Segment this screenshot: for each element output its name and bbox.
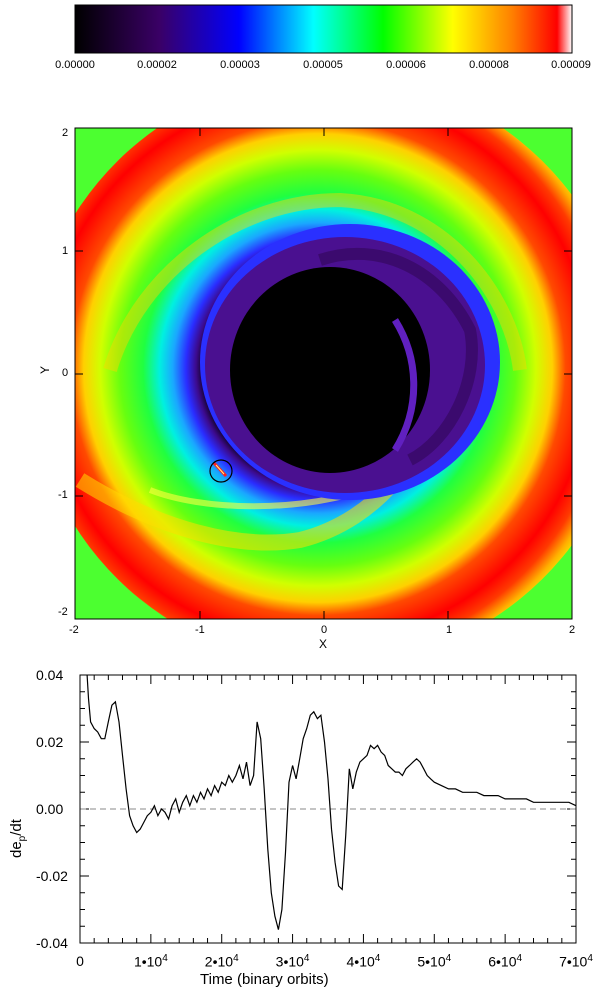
plot-xtick-exponent: 4: [162, 953, 168, 964]
map-ytick-label: -1: [58, 489, 68, 501]
plot-xtick-text: 0: [76, 953, 84, 969]
plot-xtick-text: 3•10: [275, 953, 304, 970]
map-xtick-label: 2: [569, 624, 576, 636]
plot-xtick-label: 1•104: [134, 953, 168, 970]
ylabel-subscript: p: [17, 835, 28, 842]
plot-xtick-exponent: 4: [233, 953, 239, 964]
plot-xtick-text: 1•10: [133, 953, 163, 970]
planet-marker: [209, 459, 233, 483]
map-ticks: [74, 127, 573, 619]
colorbar-tick-label: 0.00003: [220, 59, 260, 71]
colorbar-gradient: [74, 4, 573, 54]
plot-ytick-label: 0.00: [36, 801, 64, 817]
plot-xtick-text: 5•10: [417, 953, 446, 970]
density-field: [75, 128, 572, 619]
map-y-axis-label: Y: [38, 365, 52, 374]
map-ytick-label: -2: [58, 606, 68, 618]
ylabel-main: de: [8, 841, 25, 858]
planet-circle: [209, 459, 233, 483]
plot-ytick-label: -0.04: [36, 935, 68, 951]
map-ytick-label: 1: [62, 245, 69, 257]
plot-ytick-label: 0.02: [36, 734, 64, 750]
density-map-svg: [74, 127, 573, 620]
plot-ytick-label: -0.02: [36, 868, 68, 884]
plot-frame: [79, 674, 577, 944]
map-xtick-label: 0: [321, 624, 328, 636]
plot-x-axis-label: Time (binary orbits): [200, 971, 329, 988]
plot-xtick-text: 4•10: [346, 953, 375, 970]
plot-xtick-label: 5•104: [417, 953, 451, 970]
colorbar-tick-label: 0.00000: [55, 59, 95, 71]
map-ytick-label: 2: [62, 127, 69, 139]
plot-xtick-label: 7•104: [559, 953, 593, 970]
plot-xtick-label: 4•104: [347, 953, 381, 970]
colorbar-tick-label: 0.00005: [303, 59, 343, 71]
colorbar-tick-label: 0.00002: [137, 59, 177, 71]
plot-xtick-text: 6•10: [488, 953, 517, 970]
plot-xtick-exponent: 4: [374, 953, 381, 964]
plot-xtick-label: 3•104: [276, 953, 310, 970]
map-xtick-label: 1: [446, 624, 453, 636]
plot-xtick-label: 0: [76, 953, 84, 969]
map-x-axis-label: X: [319, 637, 328, 651]
map-xtick-label: -1: [195, 624, 205, 636]
plot-xtick-text: 2•10: [204, 953, 234, 970]
ylabel-tail: /dt: [8, 819, 25, 836]
plot-xtick-exponent: 4: [445, 953, 452, 964]
plot-xtick-exponent: 4: [303, 953, 310, 964]
colorbar-tick-label: 0.00006: [386, 59, 426, 71]
colorbar-tick-label: 0.00008: [469, 59, 509, 71]
plot-y-axis-label: dep/dt: [8, 819, 28, 858]
series-line: [86, 674, 577, 930]
plot-xtick-label: 2•104: [205, 953, 239, 970]
map-ytick-label: 0: [62, 367, 69, 379]
plot-xtick-text: 7•10: [559, 953, 588, 970]
plot-xtick-label: 6•104: [488, 953, 522, 970]
colorbar-tick-label: 0.00009: [551, 59, 591, 71]
line-chart-svg: [79, 674, 577, 944]
map-xtick-label: -2: [69, 624, 79, 636]
colorbar-svg: [74, 4, 573, 54]
plot-xtick-exponent: 4: [587, 953, 593, 964]
plot-xtick-exponent: 4: [516, 953, 523, 964]
plot-ytick-label: 0.04: [36, 667, 64, 683]
